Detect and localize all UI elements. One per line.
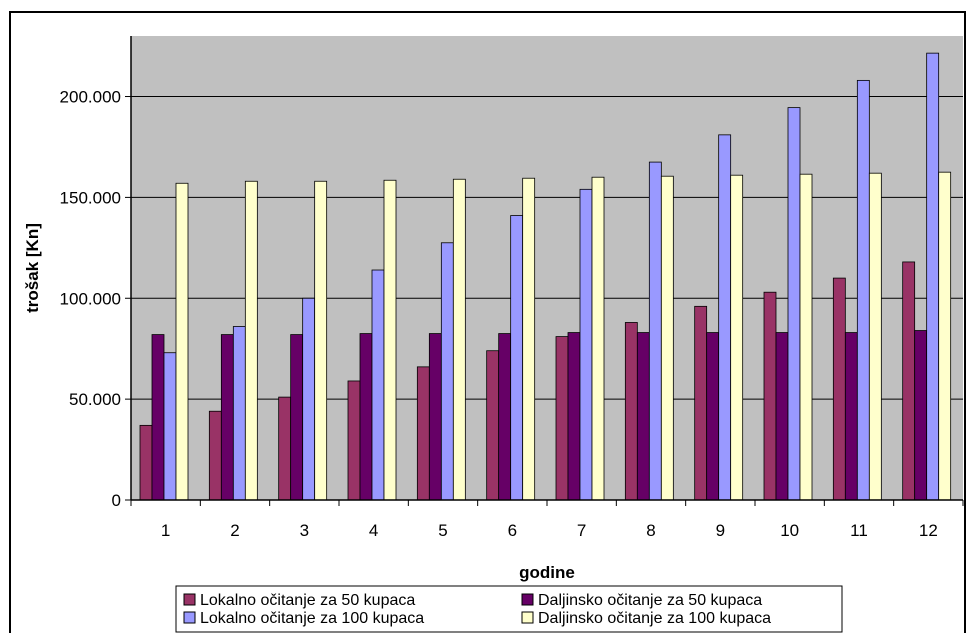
bar [314, 180, 328, 501]
bar [151, 334, 165, 501]
bar [139, 424, 153, 501]
x-tick-label: 4 [369, 521, 378, 540]
x-axis-title: godine [519, 563, 575, 582]
bar [730, 174, 744, 501]
y-tick-labels: 0 50.000 100.000 150.000 200.000 [60, 88, 131, 510]
bar [718, 134, 732, 501]
y-axis-title: trošak [Kn] [23, 223, 42, 313]
y-tick-label: 200.000 [60, 88, 121, 107]
bar [163, 352, 177, 501]
bar [498, 333, 512, 501]
bar [914, 330, 928, 501]
plot-area [131, 36, 963, 500]
bar [926, 52, 940, 501]
bar [510, 215, 524, 501]
bar [359, 333, 373, 501]
bar [290, 334, 304, 501]
legend-box [175, 585, 843, 633]
legend: Lokalno očitanje za 50 kupaca Daljinsko o… [183, 592, 771, 627]
gridlines [131, 96, 963, 400]
y-tick-label: 150.000 [60, 188, 121, 207]
x-tick-label: 5 [438, 521, 447, 540]
legend-swatch [521, 611, 534, 624]
x-tick-label: 9 [716, 521, 725, 540]
x-tick-label: 10 [780, 521, 799, 540]
bar [579, 188, 593, 501]
bar [763, 291, 777, 501]
bar [660, 175, 674, 501]
x-tick-label: 3 [300, 521, 309, 540]
x-tick-label: 11 [850, 521, 868, 540]
bars [139, 52, 952, 501]
bar [302, 297, 316, 501]
bar [938, 171, 952, 501]
bar [440, 242, 454, 501]
bar [383, 179, 397, 501]
legend-swatch [183, 593, 196, 606]
x-tick-label: 7 [577, 521, 586, 540]
bar [648, 161, 662, 501]
bar [371, 269, 385, 501]
bar [452, 178, 466, 501]
legend-swatch [183, 611, 196, 624]
x-tick-labels: 1 2 3 4 5 6 7 8 9 10 11 12 [130, 500, 964, 540]
bar [232, 326, 246, 501]
bar [175, 182, 189, 501]
bar [278, 396, 292, 501]
bar [868, 172, 882, 501]
bar [787, 107, 801, 501]
y-tick-label: 50.000 [69, 390, 121, 409]
legend-label: Daljinsko očitanje za 50 kupaca [538, 592, 762, 609]
y-tick-label: 100.000 [60, 289, 121, 308]
bar [694, 305, 708, 501]
x-tick-label: 2 [230, 521, 239, 540]
bar [832, 277, 846, 501]
bar [244, 180, 258, 501]
x-tick-label: 6 [508, 521, 517, 540]
bar [486, 350, 500, 501]
bar [208, 410, 222, 501]
x-tick-label: 12 [919, 521, 938, 540]
legend-label: Lokalno očitanje za 100 kupaca [200, 610, 424, 627]
bar [555, 336, 569, 501]
bar [856, 79, 870, 501]
bar [591, 176, 605, 501]
bar [428, 333, 442, 501]
bar [347, 380, 361, 501]
bar [902, 261, 916, 501]
x-tick-label: 1 [161, 521, 170, 540]
bar [844, 332, 858, 501]
bar [636, 332, 650, 501]
bar [624, 322, 638, 501]
bar [522, 177, 536, 501]
bar [799, 173, 813, 501]
bar [706, 332, 720, 501]
bar [220, 334, 234, 501]
bar [775, 332, 789, 501]
legend-swatch [521, 593, 534, 606]
bar [567, 332, 581, 501]
x-tick-label: 8 [646, 521, 655, 540]
bar [416, 366, 430, 501]
legend-label: Daljinsko očitanje za 100 kupaca [538, 610, 771, 627]
y-tick-label: 0 [112, 491, 121, 510]
legend-label: Lokalno očitanje za 50 kupaca [200, 592, 415, 609]
